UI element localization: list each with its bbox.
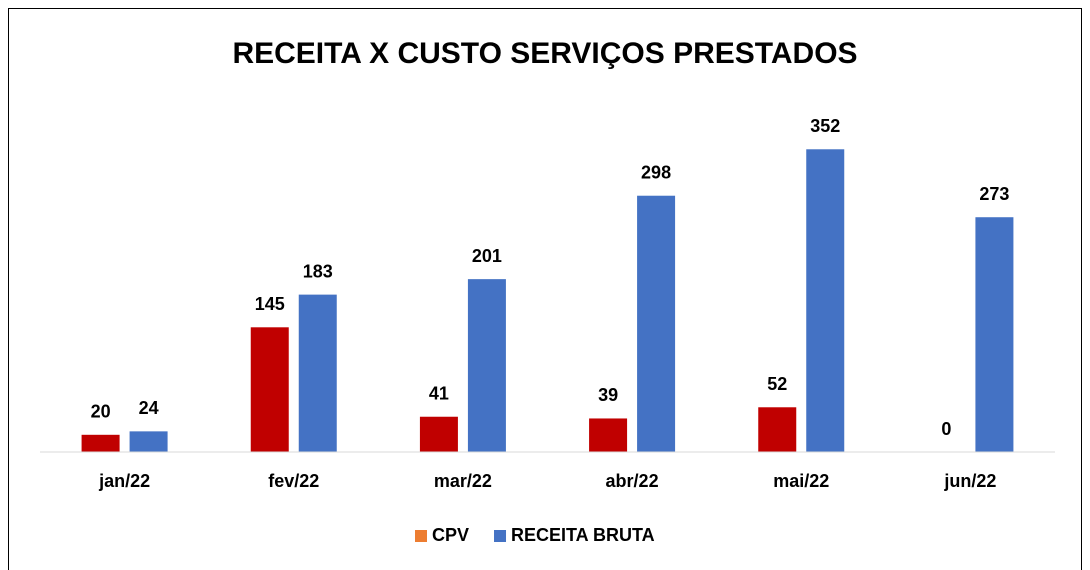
x-tick-label: mai/22 xyxy=(773,471,829,491)
data-label: 298 xyxy=(641,162,671,182)
data-label: 183 xyxy=(303,261,333,281)
x-tick-label: fev/22 xyxy=(268,471,319,491)
legend-swatch xyxy=(415,530,427,542)
data-label: 39 xyxy=(598,385,618,405)
bar xyxy=(806,149,845,452)
data-label: 52 xyxy=(767,374,787,394)
legend-label: RECEITA BRUTA xyxy=(511,525,655,545)
data-label: 41 xyxy=(429,383,449,403)
bar xyxy=(637,195,676,452)
data-label: 352 xyxy=(810,116,840,136)
data-label: 145 xyxy=(255,294,285,314)
data-label: 24 xyxy=(139,398,159,418)
bar xyxy=(975,217,1014,452)
data-label: 20 xyxy=(91,402,111,422)
bar xyxy=(81,434,120,452)
data-label: 201 xyxy=(472,246,502,266)
chart-title: RECEITA X CUSTO SERVIÇOS PRESTADOS xyxy=(232,37,857,70)
chart-frame xyxy=(8,8,1082,570)
data-label: 273 xyxy=(979,184,1009,204)
x-tick-label: abr/22 xyxy=(606,471,659,491)
legend-label: CPV xyxy=(432,525,469,545)
bar xyxy=(467,279,506,452)
bar xyxy=(298,294,337,452)
data-label: 0 xyxy=(941,419,951,439)
bar xyxy=(250,327,289,452)
x-tick-label: jun/22 xyxy=(943,471,996,491)
bar xyxy=(129,431,168,452)
legend-swatch xyxy=(494,530,507,542)
bar xyxy=(589,418,628,452)
bar xyxy=(419,416,458,452)
bar xyxy=(758,407,797,452)
x-tick-label: mar/22 xyxy=(434,471,492,491)
x-tick-label: jan/22 xyxy=(98,471,150,491)
